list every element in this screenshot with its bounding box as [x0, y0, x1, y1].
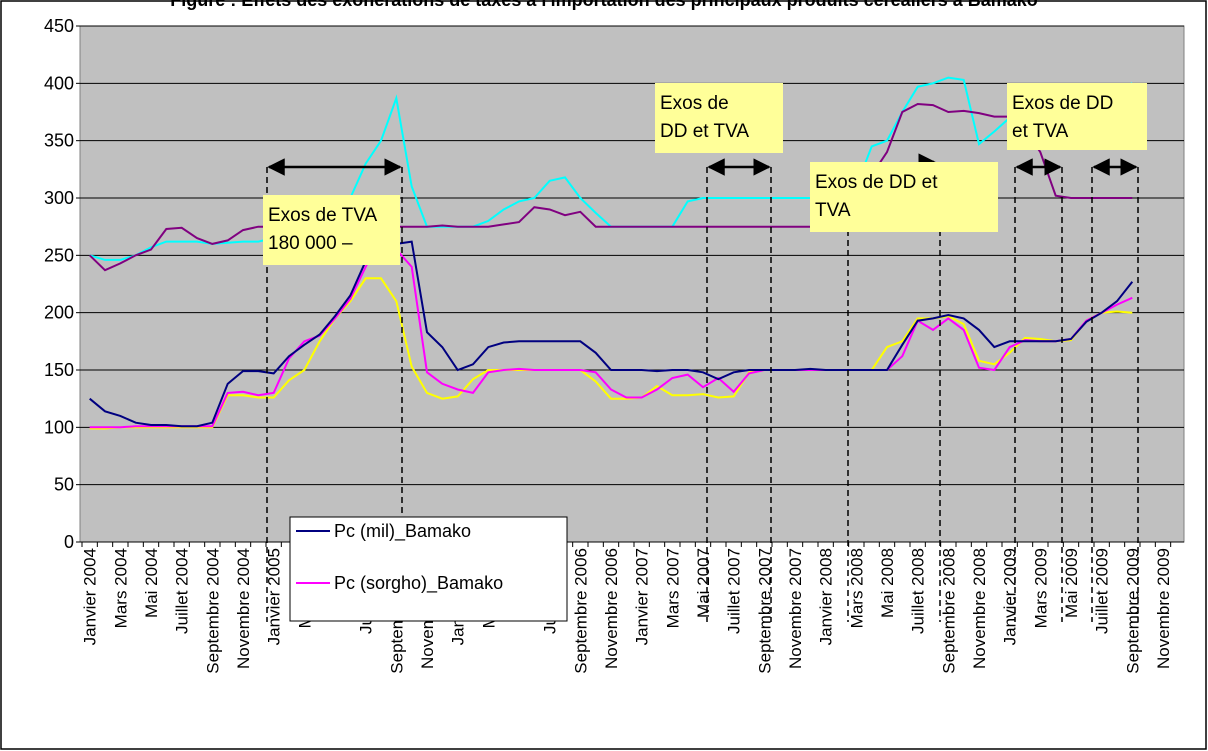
x-tick-label: Juillet 2004 — [173, 548, 192, 634]
annotation-box — [810, 162, 998, 232]
series-line — [89, 277, 1133, 430]
x-tick-label: Septembre 2006 — [571, 548, 590, 674]
y-tick-label: 100 — [44, 417, 74, 437]
x-tick-label: Mai 2007 — [694, 548, 713, 618]
y-tick-label: 200 — [44, 303, 74, 323]
annotation-text: 180 000 – — [268, 233, 353, 254]
y-tick-label: 400 — [44, 73, 74, 93]
chart-title: Figure : Effets des exonérations de taxe… — [170, 0, 1038, 10]
x-tick-label: Juillet 2009 — [1093, 548, 1112, 634]
x-tick-label: Mai 2004 — [142, 548, 161, 618]
y-tick-label: 450 — [44, 16, 74, 36]
y-tick-label: 350 — [44, 131, 74, 151]
x-tick-label: Mai 2009 — [1062, 548, 1081, 618]
x-tick-label: Novembre 2004 — [234, 548, 253, 669]
x-tick-label: Novembre 2008 — [970, 548, 989, 669]
annotation-text: Exos de — [660, 93, 729, 114]
x-tick-label: Janvier 2007 — [633, 548, 652, 645]
y-tick-label: 300 — [44, 188, 74, 208]
series-line — [89, 230, 1134, 428]
legend-box — [289, 516, 568, 622]
x-tick-label: Juillet 2008 — [909, 548, 928, 634]
annotation-text: DD et TVA — [660, 121, 749, 142]
x-tick-label: Novembre 2007 — [786, 548, 805, 669]
y-tick-label: 250 — [44, 245, 74, 265]
annotation-text: TVA — [815, 200, 851, 221]
y-tick-label: 150 — [44, 360, 74, 380]
x-tick-label: Mai 2008 — [878, 548, 897, 618]
annotation-box — [1007, 83, 1147, 150]
x-tick-label: Mars 2009 — [1031, 548, 1050, 628]
annotation-text: et TVA — [1012, 121, 1069, 142]
plot-area — [79, 25, 1185, 543]
x-tick-label: Janvier 2004 — [81, 548, 100, 645]
x-tick-label: Mars 2004 — [111, 548, 130, 628]
annotation-text: Exos de TVA — [268, 205, 377, 226]
legend-label: Pc (mil)_Bamako — [334, 521, 471, 542]
series-line — [89, 236, 1133, 429]
annotation-text: Exos de DD — [1012, 93, 1113, 114]
x-tick-label: Septembre 2009 — [1123, 548, 1142, 674]
x-tick-label: Janvier 2009 — [1001, 548, 1020, 645]
x-tick-label: Juillet 2007 — [725, 548, 744, 634]
x-tick-label: Janvier 2005 — [265, 548, 284, 645]
legend: Pc (mil)_Bamako Pc (sorgho)_Bamako — [289, 516, 568, 622]
y-tick-label: 50 — [54, 475, 74, 495]
annotation-box — [263, 195, 400, 265]
x-tick-label: Septembre 2004 — [203, 548, 222, 674]
x-tick-label: Mars 2007 — [663, 548, 682, 628]
x-tick-label: Mars 2008 — [847, 548, 866, 628]
x-tick-label: Septembre 2007 — [755, 548, 774, 674]
annotation-text: Exos de DD et — [815, 172, 938, 193]
x-tick-label: Septembre 2008 — [939, 548, 958, 674]
x-tick-label: Novembre 2009 — [1154, 548, 1173, 669]
x-tick-label: Novembre 2006 — [602, 548, 621, 669]
legend-label: Pc (sorgho)_Bamako — [334, 573, 503, 594]
annotation-box — [655, 83, 783, 153]
y-tick-label: 0 — [64, 532, 74, 552]
x-tick-label: Janvier 2008 — [817, 548, 836, 645]
